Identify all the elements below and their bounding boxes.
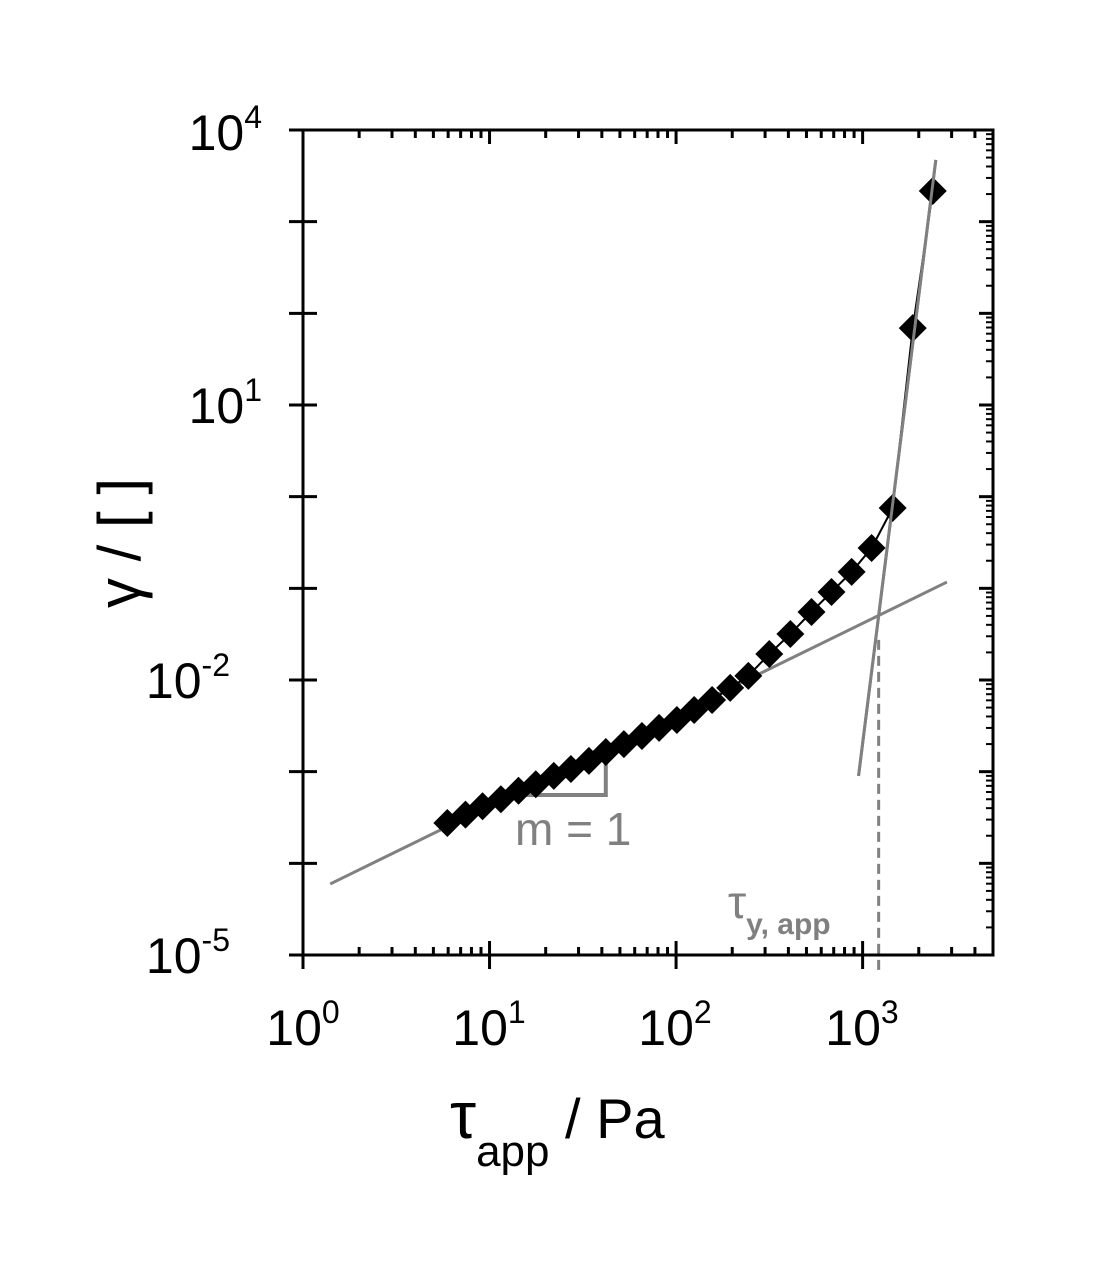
y-tick-label-0: 10-5 [146,922,230,984]
data-point [857,534,886,563]
x-axis-title: τapp / Pa [450,1078,666,1176]
data-point [734,661,763,690]
data-point [698,686,727,715]
yield-stress-label: τy, app [728,876,831,941]
x-tick-label-1: 101 [452,994,525,1056]
slope-triangle [517,751,608,797]
data-series [433,159,947,838]
x-tick-label-0: 100 [266,994,339,1056]
slope-label: m = 1 [515,803,631,855]
data-point [755,640,784,669]
plot-frame [301,128,995,957]
data-line [446,190,934,824]
fit-line-2-overlay [857,159,938,777]
data-point [837,557,866,586]
x-tick-label-3: 103 [825,994,898,1056]
y-tick-label-1: 10-2 [146,647,230,709]
data-point [817,578,846,607]
data-point [898,314,927,343]
data-point [797,597,826,626]
data-point [776,619,805,648]
y-tick-label-2: 101 [189,372,262,434]
data-point [716,673,745,702]
y-axis-title: γ / [ ] [86,478,153,608]
y-tick-label-3: 104 [189,99,262,161]
x-tick-label-2: 102 [638,994,711,1056]
